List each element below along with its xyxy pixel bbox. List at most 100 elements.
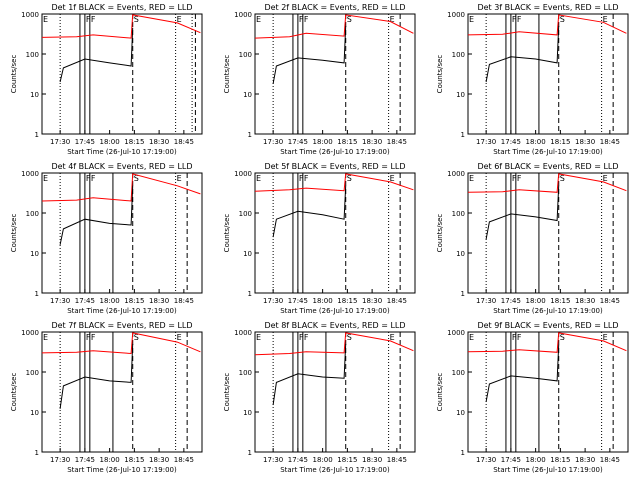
y-tick-label: 100 (239, 51, 252, 59)
y-tick-label: 1 (35, 131, 39, 139)
y-tick-label: 10 (30, 250, 39, 258)
marker-label-s: S (134, 15, 139, 24)
x-tick-label: 18:45 (174, 456, 194, 464)
x-tick-label: 18:00 (100, 138, 120, 146)
marker-label-f: F (517, 15, 522, 24)
panel: Det 2f BLACK = Events, RED = LLD 1 10 100 10… (223, 3, 416, 156)
x-tick-label: 18:45 (387, 297, 407, 305)
events-series-line (485, 25, 560, 83)
y-tick-label: 1 (461, 290, 465, 298)
y-axis-label: Counts/sec (436, 55, 444, 94)
panel-title: Det 6f BLACK = Events, RED = LLD (477, 162, 618, 171)
panel-title: Det 2f BLACK = Events, RED = LLD (264, 3, 405, 12)
y-tick-label: 10 (243, 409, 252, 417)
y-tick-label: 1 (461, 131, 465, 139)
marker-label-f: F (304, 15, 309, 24)
panel-title: Det 9f BLACK = Events, RED = LLD (477, 321, 618, 330)
panel-title: Det 4f BLACK = Events, RED = LLD (51, 162, 192, 171)
x-tick-label: 18:15 (550, 456, 570, 464)
marker-label-f: F (512, 15, 517, 24)
marker-label-e: E (603, 15, 608, 24)
x-tick-label: 17:30 (476, 456, 496, 464)
x-tick-label: 18:30 (362, 456, 382, 464)
y-tick-label: 1 (248, 131, 252, 139)
y-tick-label: 10 (243, 91, 252, 99)
y-tick-label: 100 (239, 210, 252, 218)
x-tick-label: 17:45 (501, 138, 521, 146)
y-tick-label: 1 (248, 290, 252, 298)
panel: Det 6f BLACK = Events, RED = LLD 1 10 100 10… (436, 162, 629, 315)
panel-title: Det 7f BLACK = Events, RED = LLD (51, 321, 192, 330)
x-tick-label: 17:45 (75, 138, 95, 146)
marker-label-f: F (86, 15, 91, 24)
y-tick-label: 100 (26, 51, 39, 59)
y-tick-label: 100 (26, 369, 39, 377)
lld-series-line (254, 173, 414, 192)
y-tick-label: 1 (248, 449, 252, 457)
x-tick-label: 17:45 (501, 297, 521, 305)
x-tick-label: 18:45 (387, 456, 407, 464)
x-tick-label: 17:30 (476, 138, 496, 146)
x-tick-label: 18:15 (337, 297, 357, 305)
x-tick-label: 18:30 (575, 456, 595, 464)
x-tick-label: 18:15 (124, 138, 144, 146)
marker-label-f: F (299, 333, 304, 342)
events-series-line (272, 25, 347, 84)
marker-label-f: F (512, 174, 517, 183)
y-tick-label: 1 (35, 449, 39, 457)
y-tick-label: 100 (452, 51, 465, 59)
x-tick-label: 17:45 (75, 297, 95, 305)
y-tick-label: 1 (35, 290, 39, 298)
y-axis-label: Counts/sec (10, 373, 18, 412)
y-axis-label: Counts/sec (436, 373, 444, 412)
panel-title: Det 5f BLACK = Events, RED = LLD (264, 162, 405, 171)
y-tick-label: 100 (452, 369, 465, 377)
x-axis-label: Start Time (26-Jul-10 17:19:00) (493, 466, 603, 474)
x-tick-label: 18:45 (174, 138, 194, 146)
marker-label-s: S (134, 333, 139, 342)
events-series-line (485, 185, 560, 240)
marker-label-e: E (256, 333, 261, 342)
x-axis-label: Start Time (26-Jul-10 17:19:00) (493, 307, 603, 315)
x-tick-label: 18:30 (149, 297, 169, 305)
x-tick-label: 18:00 (313, 297, 333, 305)
events-series-line (59, 185, 134, 245)
x-tick-label: 18:15 (124, 456, 144, 464)
marker-label-e: E (43, 174, 48, 183)
marker-label-e: E (469, 15, 474, 24)
y-tick-label: 1000 (21, 11, 39, 19)
x-tick-label: 18:00 (526, 456, 546, 464)
x-tick-label: 17:45 (288, 456, 308, 464)
marker-label-e: E (469, 333, 474, 342)
y-tick-label: 10 (456, 91, 465, 99)
plot-frame (41, 172, 203, 294)
marker-label-e: E (177, 333, 182, 342)
marker-label-s: S (134, 174, 139, 183)
x-tick-label: 18:00 (526, 297, 546, 305)
x-tick-label: 17:45 (288, 297, 308, 305)
y-axis-label: Counts/sec (436, 214, 444, 253)
y-axis-label: Counts/sec (223, 373, 231, 412)
events-series-line (272, 343, 347, 406)
x-tick-label: 18:45 (174, 297, 194, 305)
x-tick-label: 18:00 (100, 456, 120, 464)
x-tick-label: 18:15 (550, 297, 570, 305)
plot-frame (41, 13, 203, 135)
y-tick-label: 1000 (21, 170, 39, 178)
marker-label-e: E (177, 15, 182, 24)
x-tick-label: 18:00 (526, 138, 546, 146)
plot-frame (254, 172, 416, 294)
y-tick-label: 10 (456, 409, 465, 417)
x-tick-label: 18:30 (575, 297, 595, 305)
marker-label-e: E (177, 174, 182, 183)
events-series-line (59, 27, 134, 83)
marker-label-f: F (517, 174, 522, 183)
y-tick-label: 10 (30, 91, 39, 99)
y-tick-label: 10 (456, 250, 465, 258)
marker-label-f: F (86, 333, 91, 342)
marker-label-e: E (256, 174, 261, 183)
marker-label-f: F (299, 174, 304, 183)
y-tick-label: 1 (461, 449, 465, 457)
marker-label-s: S (347, 174, 352, 183)
x-axis-label: Start Time (26-Jul-10 17:19:00) (280, 307, 390, 315)
